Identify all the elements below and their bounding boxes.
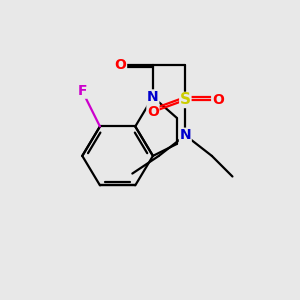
Text: N: N [179,128,191,142]
Text: N: N [147,90,159,104]
Text: O: O [147,105,159,119]
Text: O: O [115,58,127,72]
Text: S: S [180,92,191,107]
Text: O: O [212,93,224,107]
Text: F: F [77,84,87,98]
